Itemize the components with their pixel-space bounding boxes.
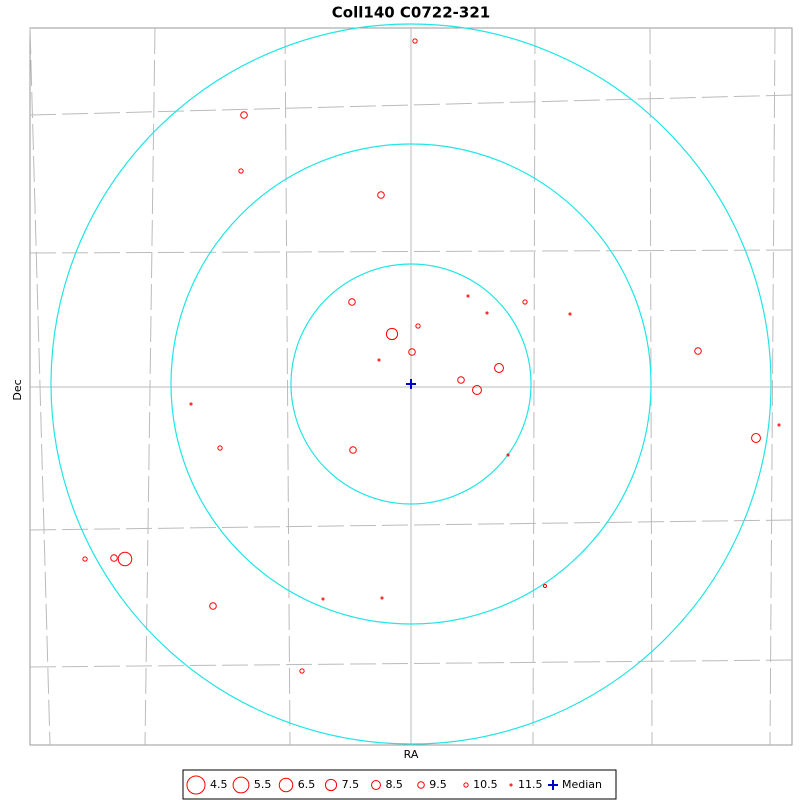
star <box>82 556 88 562</box>
star <box>299 668 305 674</box>
star <box>321 597 325 601</box>
star <box>348 298 356 306</box>
legend-label: 10.5 <box>473 778 498 791</box>
star <box>209 602 217 610</box>
star <box>751 433 761 443</box>
star <box>694 347 702 355</box>
star <box>522 299 528 305</box>
star <box>506 453 510 457</box>
legend-symbol <box>232 776 250 794</box>
ring <box>170 143 652 625</box>
legend-label: 8.5 <box>385 778 403 791</box>
legend-label: 4.5 <box>210 778 228 791</box>
legend-label: Median <box>562 778 602 791</box>
star <box>117 551 133 567</box>
star <box>110 554 118 562</box>
star <box>472 385 482 395</box>
star <box>485 311 489 315</box>
star <box>408 348 416 356</box>
star <box>189 402 193 406</box>
ring <box>50 23 772 745</box>
star <box>238 168 244 174</box>
y-axis-label: Dec <box>11 379 24 400</box>
legend-median-symbol <box>548 780 558 790</box>
legend-label: 7.5 <box>342 778 360 791</box>
legend-box <box>182 769 617 800</box>
star <box>412 38 418 44</box>
star <box>377 191 385 199</box>
legend-label: 5.5 <box>254 778 272 791</box>
legend-symbol <box>324 778 338 792</box>
median-marker <box>406 379 416 389</box>
x-axis-label: RA <box>404 748 419 761</box>
legend-symbol <box>371 780 381 790</box>
legend-symbol <box>417 781 425 789</box>
ring <box>290 263 532 505</box>
legend-symbol <box>186 775 206 795</box>
legend-symbol <box>509 783 513 787</box>
star <box>380 596 384 600</box>
star <box>494 363 504 373</box>
star <box>349 446 357 454</box>
star <box>466 294 470 298</box>
legend-symbol <box>463 782 469 788</box>
star <box>377 358 381 362</box>
star <box>777 423 781 427</box>
star <box>415 323 421 329</box>
legend-label: 11.5 <box>518 778 543 791</box>
star <box>217 445 223 451</box>
star <box>457 376 465 384</box>
star <box>568 312 572 316</box>
legend-label: 6.5 <box>298 778 316 791</box>
star <box>542 583 548 589</box>
legend-symbol <box>278 777 294 793</box>
star <box>240 111 248 119</box>
star <box>385 327 399 341</box>
legend-label: 9.5 <box>429 778 447 791</box>
chart-title: Coll140 C0722-321 <box>332 4 490 22</box>
